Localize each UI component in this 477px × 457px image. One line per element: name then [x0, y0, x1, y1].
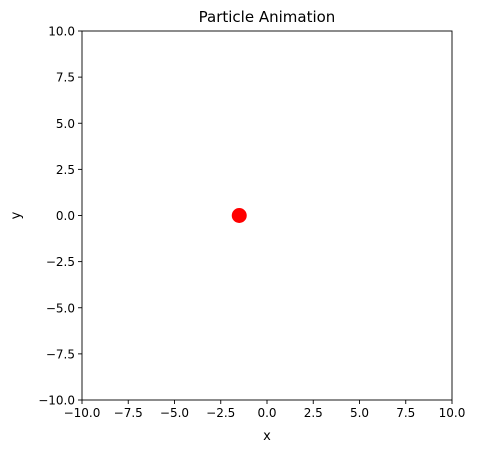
x-tick-label: −2.5 — [206, 406, 235, 420]
x-tick-label: 7.5 — [396, 406, 415, 420]
x-tick-label: 10.0 — [439, 406, 466, 420]
y-tick-label: −10.0 — [38, 394, 75, 408]
y-tick-label: −2.5 — [46, 255, 75, 269]
y-tick-label: −7.5 — [46, 347, 75, 361]
chart-title: Particle Animation — [199, 8, 336, 26]
plot-frame — [81, 30, 453, 401]
x-tick-label: −5.0 — [160, 406, 189, 420]
x-axis-ticks: −10.0 −7.5 −5.0 −2.5 0.0 2.5 5.0 7.5 10.0 — [64, 400, 466, 420]
x-tick-label: −10.0 — [64, 406, 101, 420]
plot-area — [82, 31, 452, 400]
x-axis-label: x — [263, 429, 271, 444]
y-tick-label: −5.0 — [46, 301, 75, 315]
particle-marker — [231, 208, 247, 223]
y-axis-label: y — [9, 211, 24, 219]
y-axis-ticks: −10.0 −7.5 −5.0 −2.5 0.0 2.5 5.0 7.5 10.0 — [38, 25, 82, 408]
x-tick-label: 2.5 — [304, 406, 323, 420]
y-tick-label: 2.5 — [56, 163, 75, 177]
y-tick-label: 10.0 — [48, 25, 75, 39]
x-tick-label: 5.0 — [350, 406, 369, 420]
y-tick-label: 7.5 — [56, 71, 75, 85]
y-tick-label: 0.0 — [56, 209, 75, 223]
data-points — [231, 208, 247, 223]
x-tick-label: 0.0 — [257, 406, 276, 420]
y-tick-label: 5.0 — [56, 117, 75, 131]
x-tick-label: −7.5 — [114, 406, 143, 420]
